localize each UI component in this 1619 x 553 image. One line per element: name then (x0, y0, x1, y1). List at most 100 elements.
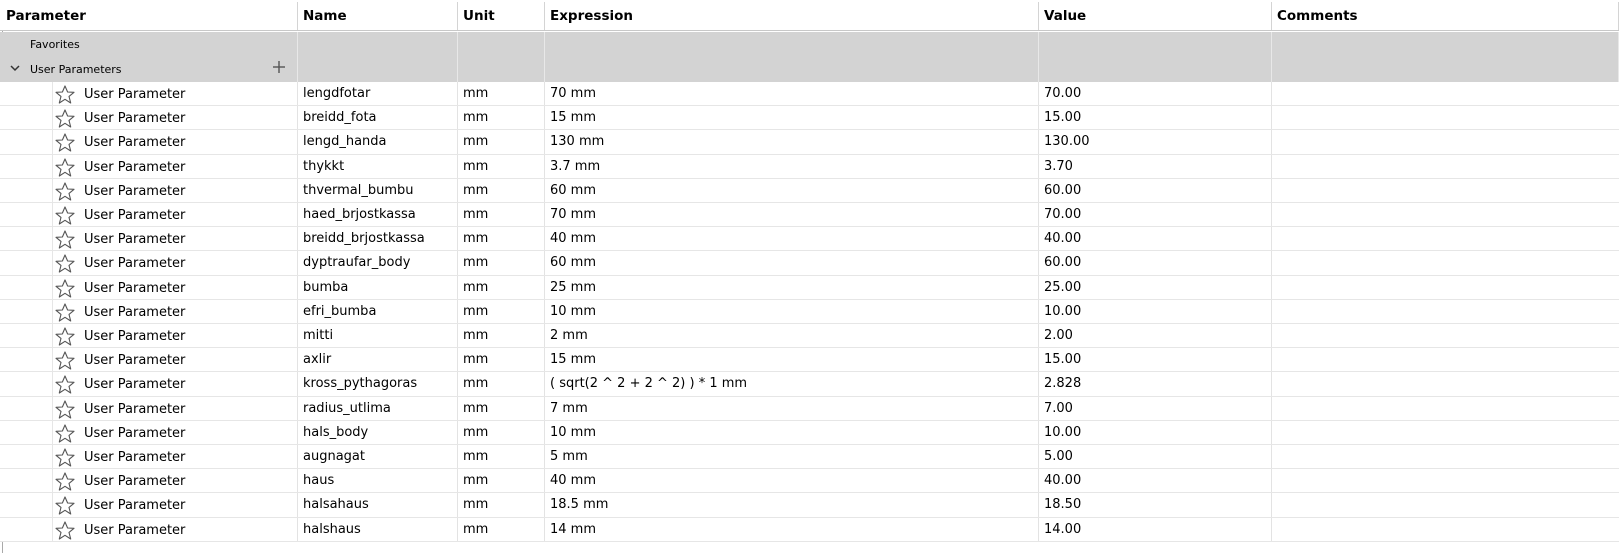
table-row[interactable]: User Parameter bumba mm 25 mm 25.00 (0, 275, 1619, 300)
comment-cell[interactable] (1272, 493, 1619, 516)
parameter-cell[interactable]: User Parameter (0, 203, 298, 227)
parameter-cell[interactable]: User Parameter (0, 396, 298, 420)
column-header-value[interactable]: Value (1039, 2, 1272, 30)
table-row[interactable]: User Parameter halshaus mm 14 mm 14.00 (0, 517, 1619, 542)
table-row[interactable]: User Parameter thvermal_bumbu mm 60 mm 60.00 (0, 178, 1619, 203)
unit-cell[interactable]: mm (458, 299, 545, 323)
name-cell[interactable]: hals_body (298, 420, 458, 444)
chevron-down-icon[interactable] (8, 61, 22, 75)
star-outline-icon[interactable] (55, 327, 75, 346)
name-cell[interactable]: kross_pythagoras (298, 372, 458, 396)
name-cell[interactable]: bumba (298, 275, 458, 299)
star-outline-icon[interactable] (55, 206, 75, 225)
name-cell[interactable]: thvermal_bumbu (298, 178, 458, 202)
comment-cell[interactable] (1272, 276, 1619, 299)
unit-cell[interactable]: mm (458, 324, 545, 348)
unit-cell[interactable]: mm (458, 348, 545, 372)
name-cell[interactable]: lengdfotar (298, 82, 458, 106)
star-outline-icon[interactable] (55, 472, 75, 491)
unit-cell[interactable]: mm (458, 275, 545, 299)
unit-cell[interactable]: mm (458, 396, 545, 420)
expression-cell[interactable]: 10 mm (545, 420, 1039, 444)
name-cell[interactable]: halsahaus (298, 493, 458, 517)
expression-cell[interactable]: 60 mm (545, 178, 1039, 202)
table-row[interactable]: User Parameter axlir mm 15 mm 15.00 (0, 348, 1619, 373)
unit-cell[interactable]: mm (458, 517, 545, 541)
parameter-cell[interactable]: User Parameter (0, 348, 298, 372)
name-cell[interactable]: haus (298, 469, 458, 493)
comment-cell[interactable] (1272, 397, 1619, 420)
unit-cell[interactable]: mm (458, 227, 545, 251)
star-outline-icon[interactable] (55, 279, 75, 298)
expression-cell[interactable]: 14 mm (545, 517, 1039, 541)
expression-cell[interactable]: 40 mm (545, 469, 1039, 493)
expression-cell[interactable]: 15 mm (545, 106, 1039, 130)
column-header-parameter[interactable]: Parameter (0, 2, 298, 30)
comment-cell[interactable] (1272, 324, 1619, 347)
star-outline-icon[interactable] (55, 182, 75, 201)
comment-cell[interactable] (1272, 130, 1619, 153)
expression-cell[interactable]: 15 mm (545, 348, 1039, 372)
name-cell[interactable]: radius_utlima (298, 396, 458, 420)
table-row[interactable]: User Parameter efri_bumba mm 10 mm 10.00 (0, 299, 1619, 324)
expression-cell[interactable]: 18.5 mm (545, 493, 1039, 517)
star-outline-icon[interactable] (55, 230, 75, 249)
name-cell[interactable]: augnagat (298, 445, 458, 469)
parameter-cell[interactable]: User Parameter (0, 251, 298, 275)
star-outline-icon[interactable] (55, 351, 75, 370)
comment-cell[interactable] (1272, 179, 1619, 202)
parameter-cell[interactable]: User Parameter (0, 275, 298, 299)
name-cell[interactable]: thykkt (298, 154, 458, 178)
unit-cell[interactable]: mm (458, 420, 545, 444)
column-header-comments[interactable]: Comments (1272, 2, 1619, 30)
comment-cell[interactable] (1272, 372, 1619, 395)
column-header-name[interactable]: Name (298, 2, 458, 30)
table-row[interactable]: User Parameter haus mm 40 mm 40.00 (0, 469, 1619, 494)
parameter-cell[interactable]: User Parameter (0, 445, 298, 469)
table-row[interactable]: User Parameter haed_brjostkassa mm 70 mm 70.… (0, 203, 1619, 228)
expression-cell[interactable]: 70 mm (545, 203, 1039, 227)
parameter-cell[interactable]: User Parameter (0, 324, 298, 348)
parameter-cell[interactable]: User Parameter (0, 517, 298, 541)
parameter-cell[interactable]: User Parameter (0, 82, 298, 106)
column-header-expression[interactable]: Expression (545, 2, 1039, 30)
parameter-cell[interactable]: User Parameter (0, 299, 298, 323)
parameter-cell[interactable]: User Parameter (0, 493, 298, 517)
comment-cell[interactable] (1272, 445, 1619, 468)
star-outline-icon[interactable] (55, 448, 75, 467)
unit-cell[interactable]: mm (458, 372, 545, 396)
expression-cell[interactable]: 60 mm (545, 251, 1039, 275)
name-cell[interactable]: axlir (298, 348, 458, 372)
table-row[interactable]: User Parameter halsahaus mm 18.5 mm 18.50 (0, 493, 1619, 518)
table-row[interactable]: User Parameter thykkt mm 3.7 mm 3.70 (0, 154, 1619, 179)
comment-cell[interactable] (1272, 421, 1619, 444)
parameter-cell[interactable]: User Parameter (0, 372, 298, 396)
star-outline-icon[interactable] (55, 254, 75, 273)
group-row-user-parameters[interactable]: User Parameters (0, 57, 1619, 82)
plus-icon[interactable] (272, 60, 286, 74)
star-outline-icon[interactable] (55, 375, 75, 394)
parameter-cell[interactable]: User Parameter (0, 178, 298, 202)
star-outline-icon[interactable] (55, 424, 75, 443)
expression-cell[interactable]: 2 mm (545, 324, 1039, 348)
comment-cell[interactable] (1272, 469, 1619, 492)
name-cell[interactable]: halshaus (298, 517, 458, 541)
table-row[interactable]: User Parameter lengdfotar mm 70 mm 70.00 (0, 82, 1619, 107)
table-row[interactable]: User Parameter radius_utlima mm 7 mm 7.00 (0, 396, 1619, 421)
comment-cell[interactable] (1272, 227, 1619, 250)
table-row[interactable]: User Parameter dyptraufar_body mm 60 mm 60.0… (0, 251, 1619, 276)
parameter-cell[interactable]: User Parameter (0, 106, 298, 130)
name-cell[interactable]: breidd_fota (298, 106, 458, 130)
unit-cell[interactable]: mm (458, 493, 545, 517)
expression-cell[interactable]: 10 mm (545, 299, 1039, 323)
name-cell[interactable]: dyptraufar_body (298, 251, 458, 275)
star-outline-icon[interactable] (55, 496, 75, 515)
comment-cell[interactable] (1272, 348, 1619, 371)
table-row[interactable]: User Parameter lengd_handa mm 130 mm 130.00 (0, 130, 1619, 155)
star-outline-icon[interactable] (55, 303, 75, 322)
expression-cell[interactable]: 130 mm (545, 130, 1039, 154)
group-row-favorites[interactable]: Favorites (0, 32, 1619, 57)
table-row[interactable]: User Parameter augnagat mm 5 mm 5.00 (0, 445, 1619, 470)
expression-cell[interactable]: ( sqrt(2 ^ 2 + 2 ^ 2) ) * 1 mm (545, 372, 1039, 396)
unit-cell[interactable]: mm (458, 203, 545, 227)
